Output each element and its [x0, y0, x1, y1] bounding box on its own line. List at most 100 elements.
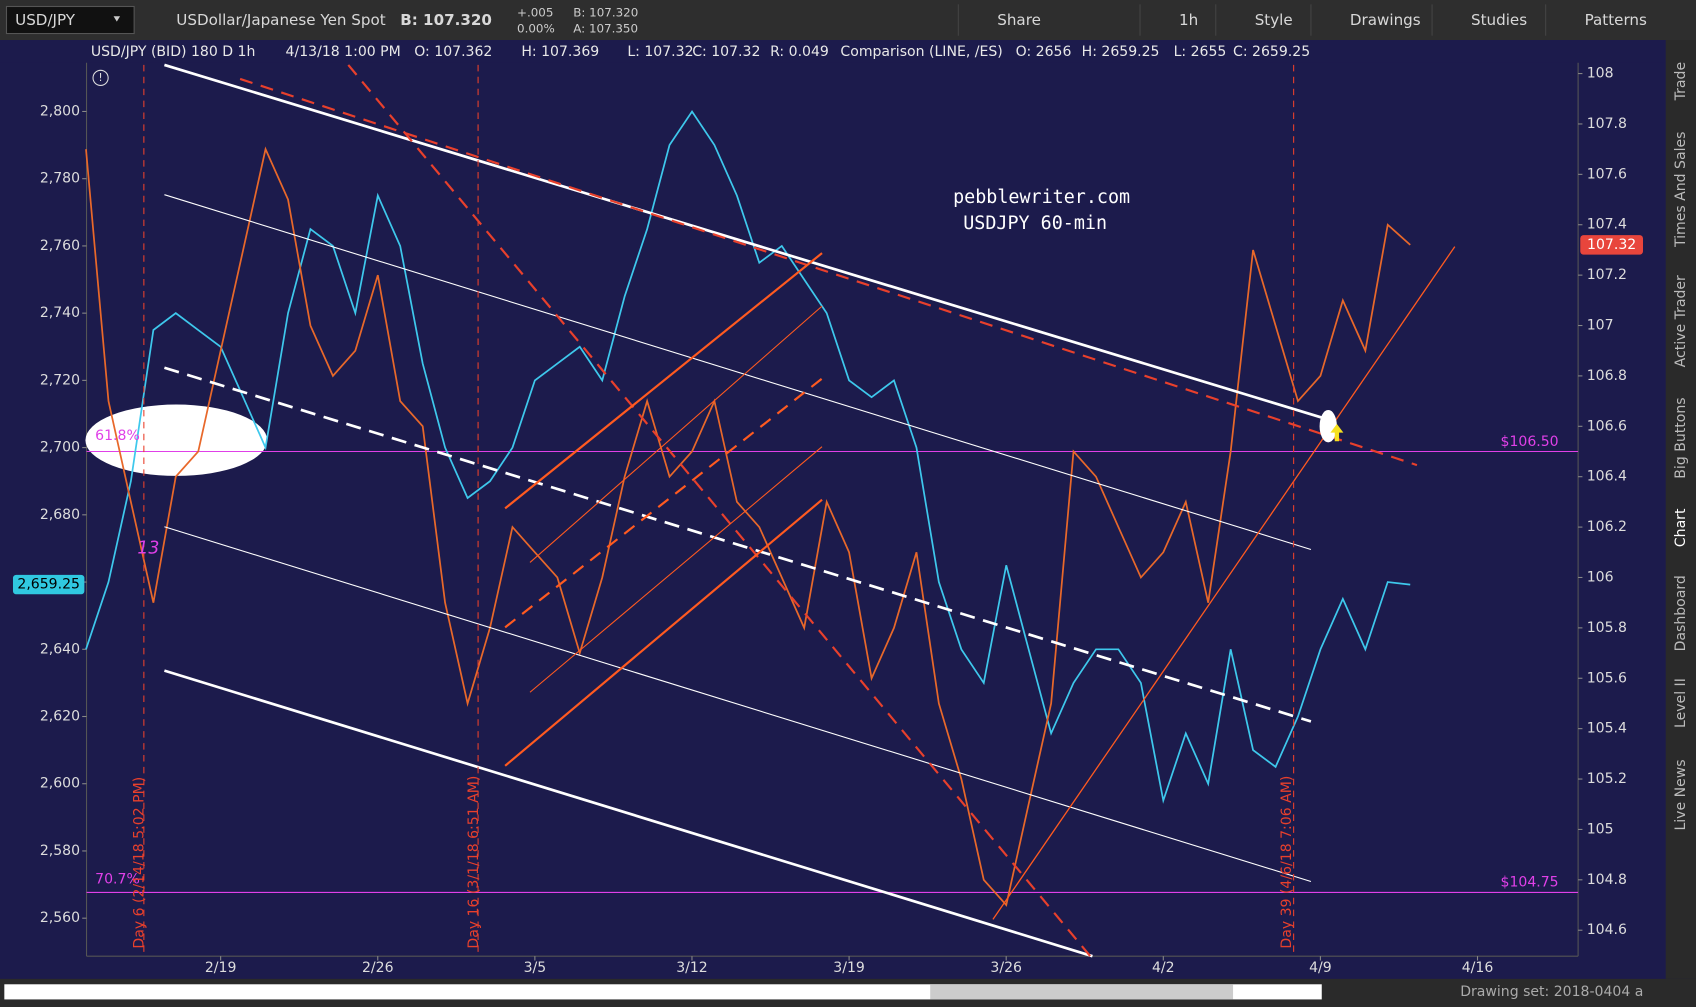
cycle-label: Day 16 (3/1/18 6:51 AM) — [466, 776, 482, 949]
sidebar-tab[interactable]: Active Trader — [1673, 275, 1689, 367]
series-line — [85, 109, 1411, 804]
scroll-thumb[interactable] — [930, 984, 1234, 1000]
price-badge-label: 107.32 — [1587, 237, 1636, 253]
x-tick-label: 4/16 — [1462, 960, 1494, 976]
trendlines — [143, 63, 1456, 958]
header-comp-low: L: 2655 — [1174, 44, 1227, 60]
drawing-set: Drawing set: 2018-0404 a — [1460, 984, 1643, 1000]
sidebar-tab[interactable]: Level II — [1673, 678, 1689, 728]
y2-tick-label: 106.2 — [1587, 519, 1627, 535]
price-badge — [1580, 235, 1643, 255]
fib-label: 61.8% — [95, 428, 140, 444]
x-tick-label: 3/5 — [524, 960, 547, 976]
toolbar-button[interactable]: Patterns — [1585, 11, 1647, 29]
y-tick-label: 2,680 — [40, 507, 80, 523]
info-icon-mark: ! — [98, 71, 102, 84]
trendline — [164, 669, 1093, 958]
sidebar-tab[interactable]: Big Buttons — [1673, 397, 1689, 478]
y-tick-label: 2,720 — [40, 372, 80, 388]
y2-tick-label: 105.4 — [1587, 721, 1627, 737]
y-tick-label: 2,760 — [40, 238, 80, 254]
level-label: $106.50 — [1501, 434, 1559, 450]
x-tick-label: 4/2 — [1152, 960, 1175, 976]
y2-tick-label: 107.4 — [1587, 217, 1627, 233]
y2-tick-label: 107.6 — [1587, 166, 1627, 182]
y-tick-label: 2,700 — [40, 440, 80, 456]
header-study: USD/JPY (BID) 180 D 1h — [91, 44, 256, 60]
price-badge-label: 2,659.25 — [17, 577, 80, 593]
toolbar-button[interactable]: Share — [997, 11, 1041, 29]
header-time: 4/13/18 1:00 PM — [286, 44, 401, 60]
trendline — [992, 246, 1456, 920]
series-line — [85, 146, 1411, 907]
level-label: $104.75 — [1501, 875, 1559, 891]
x-tick-label: 2/19 — [205, 960, 237, 976]
sidebar-tab[interactable]: Dashboard — [1673, 575, 1689, 651]
sidebar-tab[interactable]: Live News — [1673, 759, 1689, 830]
y2-tick-label: 106 — [1587, 569, 1614, 585]
y-tick-label: 2,800 — [40, 103, 80, 119]
trendline — [529, 305, 823, 563]
highlight-ellipse — [85, 404, 268, 476]
cycle-label: Day 6 (2/14/18 5:02 PM) — [132, 777, 148, 949]
x-tick-label: 3/26 — [990, 960, 1022, 976]
trendline — [164, 366, 1312, 723]
y2-tick-label: 106.6 — [1587, 418, 1627, 434]
change: +.005 — [517, 5, 553, 19]
info-icon[interactable] — [92, 69, 109, 86]
cycle-label: Day 39 (4/6/18 7:06 AM) — [1279, 776, 1295, 949]
header-comp-close: C: 2659.25 — [1233, 44, 1310, 60]
toolbar-button[interactable]: 1h — [1179, 11, 1198, 29]
toolbar-button[interactable]: Style — [1255, 11, 1293, 29]
site-label: pebblewriter.com — [953, 187, 1130, 208]
y-tick-label: 2,740 — [40, 305, 80, 321]
y2-tick-label: 108 — [1587, 66, 1614, 82]
change-pct: 0.00% — [517, 22, 555, 36]
toolbar — [0, 0, 1696, 41]
y2-tick-label: 107.2 — [1587, 267, 1627, 283]
trendline — [529, 446, 823, 693]
y-tick-label: 2,580 — [40, 843, 80, 859]
symbol-box[interactable] — [5, 5, 135, 35]
y2-tick-label: 107 — [1587, 318, 1614, 334]
sidebar-tab[interactable]: Times And Sales — [1673, 132, 1689, 248]
y-tick-label: 2,780 — [40, 171, 80, 187]
toolbar-buttons: Share 1h Style Drawings Studies Patterns — [957, 4, 1647, 36]
trendline — [504, 498, 823, 767]
toolbar-button[interactable]: Studies — [1471, 11, 1527, 29]
y-tick-label: 2,600 — [40, 776, 80, 792]
header-close: C: 107.32 — [692, 44, 760, 60]
y2-tick-label: 105 — [1587, 821, 1614, 837]
header-high: H: 107.369 — [521, 44, 599, 60]
sidebar-tab[interactable]: Chart — [1673, 508, 1689, 547]
y2-tick-label: 105.6 — [1587, 670, 1627, 686]
y2-tick-label: 105.2 — [1587, 771, 1627, 787]
marker-ellipse — [1319, 409, 1337, 443]
sidebar-tab[interactable]: Trade — [1673, 62, 1689, 101]
header-comparison: Comparison (LINE, /ES) — [840, 44, 1002, 60]
arrow-marker — [1330, 424, 1344, 442]
y-tick-label: 2,640 — [40, 641, 80, 657]
x-tick-label: 2/26 — [362, 960, 394, 976]
trendline — [164, 63, 1326, 420]
x-tick-label: 3/12 — [676, 960, 708, 976]
header-bar — [0, 40, 1696, 63]
y2-tick-label: 107.8 — [1587, 116, 1627, 132]
symbol: USD/JPY — [15, 11, 76, 29]
header-range: R: 0.049 — [770, 44, 829, 60]
trendline — [164, 526, 1312, 883]
subtitle: USDJPY 60-min — [963, 213, 1107, 234]
trendline — [239, 77, 1418, 467]
y2-tick-label: 104.8 — [1587, 872, 1627, 888]
y2-tick-label: 106.4 — [1587, 469, 1627, 485]
y2-tick-label: 106.8 — [1587, 368, 1627, 384]
plot: 2,5602,5802,6002,6202,6402,6602,6802,700… — [12, 66, 1643, 976]
description: USDollar/Japanese Yen Spot — [176, 11, 385, 29]
bid-small: B: 107.320 — [573, 5, 638, 19]
ask: A: 107.350 — [573, 22, 638, 36]
toolbar-button[interactable]: Drawings — [1350, 11, 1421, 29]
y-tick-label: 2,620 — [40, 709, 80, 725]
